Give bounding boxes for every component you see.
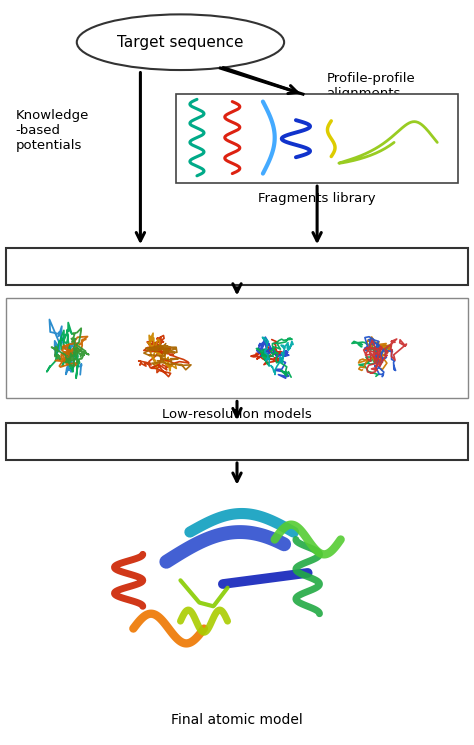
Text: Profile-profile
alignments: Profile-profile alignments: [327, 72, 415, 100]
Bar: [6, 248, 468, 285]
Text: Target sequence: Target sequence: [117, 35, 244, 50]
Bar: [176, 94, 458, 183]
Ellipse shape: [77, 14, 284, 70]
Text: Knowledge
-based
potentials: Knowledge -based potentials: [16, 109, 89, 152]
Text: Low-resolution models: Low-resolution models: [162, 408, 312, 421]
Bar: [6, 423, 468, 460]
Text: Final atomic model: Final atomic model: [171, 713, 303, 727]
Text: Phase I: Monte Carlo fragment assembly: Phase I: Monte Carlo fragment assembly: [82, 259, 392, 274]
Bar: [6, 298, 468, 399]
Text: Phase II: Physics-based atomic refinement: Phase II: Physics-based atomic refinemen…: [75, 434, 399, 449]
Text: Fragments library: Fragments library: [258, 192, 376, 205]
